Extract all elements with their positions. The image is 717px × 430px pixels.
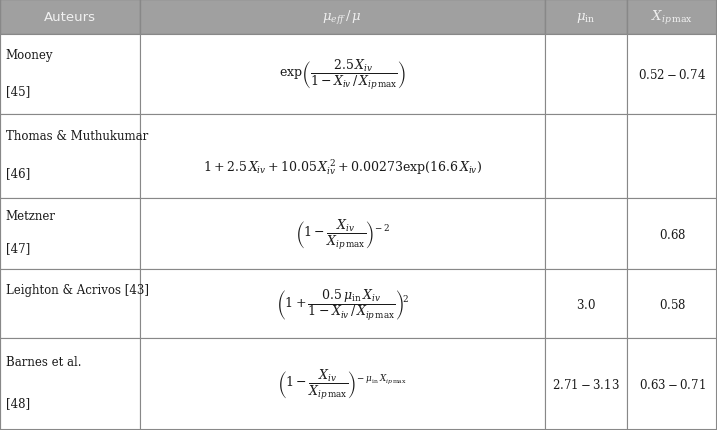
Text: Leighton & Acrivos [43]: Leighton & Acrivos [43] xyxy=(6,284,148,297)
Text: $1+2.5\,X_{iv}+10.05\,X_{iv}^{\,2}+0.00273\exp(16.6\,X_{iv})$: $1+2.5\,X_{iv}+10.05\,X_{iv}^{\,2}+0.002… xyxy=(203,157,482,177)
Bar xyxy=(0,0,140,35)
Text: Metzner: Metzner xyxy=(6,210,56,223)
Bar xyxy=(627,35,717,115)
Bar xyxy=(140,35,545,115)
Text: [48]: [48] xyxy=(6,396,30,409)
Bar xyxy=(0,270,140,338)
Text: [46]: [46] xyxy=(6,167,30,180)
Text: Auteurs: Auteurs xyxy=(44,11,96,24)
Text: $\left(1+\dfrac{0.5\,\mu_{\mathrm{in}}\,X_{iv}}{1-X_{iv}\,/\,X_{ip\,\mathrm{max}: $\left(1+\dfrac{0.5\,\mu_{\mathrm{in}}\,… xyxy=(275,287,409,321)
Bar xyxy=(627,115,717,199)
Bar xyxy=(545,199,627,270)
Bar xyxy=(545,270,627,338)
Bar xyxy=(140,270,545,338)
Text: $\left(1-\dfrac{X_{iv}}{X_{ip\,\mathrm{max}}}\right)^{\!-\mu_{\mathrm{in}}\,X_{i: $\left(1-\dfrac{X_{iv}}{X_{ip\,\mathrm{m… xyxy=(277,367,407,401)
Bar xyxy=(140,199,545,270)
Bar xyxy=(140,115,545,199)
Text: $0.68$: $0.68$ xyxy=(658,227,686,241)
Bar xyxy=(545,338,627,430)
Text: $3.0$: $3.0$ xyxy=(576,297,596,311)
Text: $\exp\!\left(\dfrac{2.5\,X_{iv}}{1-X_{iv}\,/\,X_{ip\,\mathrm{max}}}\right)$: $\exp\!\left(\dfrac{2.5\,X_{iv}}{1-X_{iv… xyxy=(279,58,406,92)
Text: $\mu_{eff}\,/\,\mu$: $\mu_{eff}\,/\,\mu$ xyxy=(323,9,362,27)
Bar xyxy=(0,115,140,199)
Text: $X_{ip\,\mathrm{max}}$: $X_{ip\,\mathrm{max}}$ xyxy=(651,9,693,27)
Text: $0.63-0.71$: $0.63-0.71$ xyxy=(639,377,706,391)
Bar xyxy=(627,338,717,430)
Text: $0.52-0.74$: $0.52-0.74$ xyxy=(638,68,706,82)
Text: $2.71-3.13$: $2.71-3.13$ xyxy=(552,377,620,391)
Text: $0.58$: $0.58$ xyxy=(658,297,686,311)
Text: [45]: [45] xyxy=(6,84,30,98)
Bar xyxy=(0,338,140,430)
Text: $\left(1-\dfrac{X_{iv}}{X_{ip\,\mathrm{max}}}\right)^{\!-2}$: $\left(1-\dfrac{X_{iv}}{X_{ip\,\mathrm{m… xyxy=(295,217,390,251)
Text: [47]: [47] xyxy=(6,242,30,255)
Text: Thomas & Muthukumar: Thomas & Muthukumar xyxy=(6,129,148,142)
Bar xyxy=(140,338,545,430)
Bar xyxy=(627,0,717,35)
Bar xyxy=(0,199,140,270)
Text: $\mu_{\mathrm{in}}$: $\mu_{\mathrm{in}}$ xyxy=(576,11,596,25)
Bar xyxy=(545,115,627,199)
Text: Barnes et al.: Barnes et al. xyxy=(6,355,81,368)
Bar xyxy=(0,35,140,115)
Bar xyxy=(627,270,717,338)
Bar xyxy=(627,199,717,270)
Bar xyxy=(545,0,627,35)
Bar xyxy=(140,0,545,35)
Text: Mooney: Mooney xyxy=(6,49,53,61)
Bar xyxy=(545,35,627,115)
